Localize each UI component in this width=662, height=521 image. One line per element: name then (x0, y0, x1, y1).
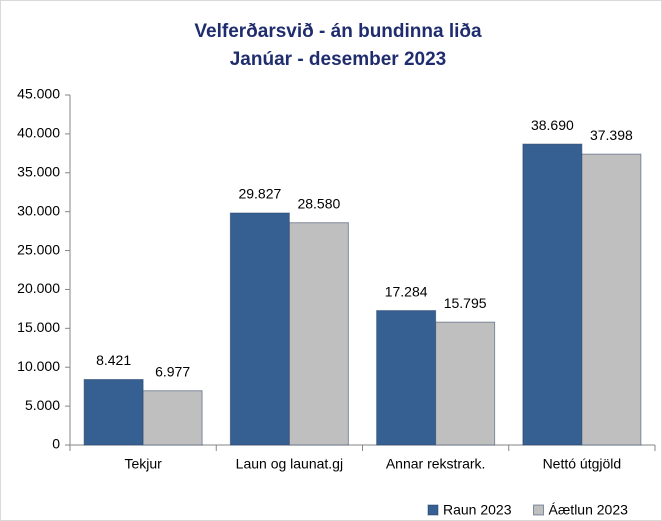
value-label: 29.827 (238, 186, 281, 202)
y-tick-label: 20.000 (17, 280, 60, 296)
bar (142, 390, 203, 446)
y-tick-label: 15.000 (17, 319, 60, 335)
value-label: 8.421 (96, 352, 131, 368)
x-tick-label: Annar rekstrark. (386, 456, 486, 472)
x-tick-label: Nettó útgjöld (543, 456, 622, 472)
bar (376, 310, 437, 446)
legend-label: Raun 2023 (443, 502, 512, 518)
bar (83, 379, 144, 446)
bar (435, 321, 496, 446)
value-label: 37.398 (590, 127, 633, 143)
value-label: 15.795 (444, 295, 487, 311)
bar (581, 153, 642, 446)
chart-title: Velferðarsvið - án bundinna liða (194, 21, 482, 42)
y-tick-label: 5.000 (25, 397, 60, 413)
y-tick-label: 0 (52, 436, 60, 452)
value-label: 6.977 (155, 363, 190, 379)
y-tick-label: 10.000 (17, 358, 60, 374)
bar (522, 143, 583, 446)
bar (288, 222, 349, 446)
value-label: 28.580 (297, 195, 340, 211)
y-tick-label: 35.000 (17, 163, 60, 179)
chart-subtitle: Janúar - desember 2023 (230, 49, 447, 70)
legend-swatch (533, 504, 545, 516)
legend-label: Áætlun 2023 (549, 502, 629, 518)
y-tick-label: 25.000 (17, 241, 60, 257)
bar (229, 212, 290, 446)
value-label: 38.690 (531, 117, 574, 133)
y-tick-label: 45.000 (17, 86, 60, 102)
x-tick-label: Laun og launat.gj (236, 456, 343, 472)
y-tick-label: 30.000 (17, 202, 60, 218)
y-tick-label: 40.000 (17, 125, 60, 141)
value-label: 17.284 (385, 283, 428, 299)
x-tick-label: Tekjur (124, 456, 162, 472)
legend-swatch (427, 504, 439, 516)
